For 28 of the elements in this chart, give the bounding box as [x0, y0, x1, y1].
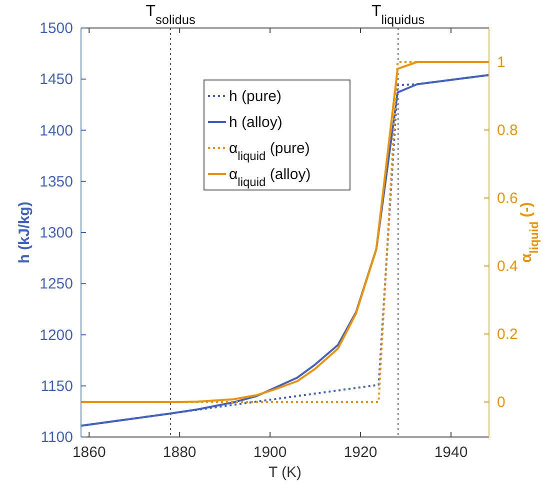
y2-tick-label: 0.2 [497, 326, 518, 343]
ref-line-label: T$_{liquidus}$ [371, 3, 425, 26]
y-tick-label: 1350 [40, 173, 73, 190]
y-tick-label: 1300 [40, 224, 73, 242]
x-axis-title: T (K) [268, 464, 302, 481]
y-tick-label: 1450 [40, 71, 73, 88]
y2-tick-label: 0.4 [497, 258, 518, 275]
y-tick-label: 1200 [40, 326, 73, 344]
y-tick-label: 1100 [40, 429, 73, 446]
x-tick-label: 1900 [253, 444, 287, 461]
legend-label: α$_{liquid}$ (alloy) [229, 166, 311, 189]
y-tick-label: 1400 [40, 122, 73, 140]
y2-tick-label: 0 [497, 394, 506, 411]
y2-tick-label: 0.6 [497, 190, 518, 207]
x-tick-label: 1880 [162, 444, 196, 461]
y2-tick-label: 0.8 [497, 122, 518, 139]
x-tick-label: 1940 [434, 444, 468, 461]
y-tick-label: 1500 [40, 20, 73, 37]
y-tick-label: 1150 [40, 378, 73, 395]
y-axis-title: h (kJ/kg) [16, 202, 33, 264]
legend-label: α$_{liquid}$ (pure) [229, 140, 310, 163]
y-tick-label: 1250 [40, 276, 73, 293]
ref-line-label: T$_{solidus}$ [146, 3, 196, 26]
legend-label: h (alloy) [229, 114, 282, 131]
x-tick-label: 1920 [344, 444, 378, 461]
legend-label: h (pure) [229, 88, 282, 105]
y2-tick-label: 1 [497, 54, 506, 71]
x-tick-label: 1860 [72, 444, 106, 461]
